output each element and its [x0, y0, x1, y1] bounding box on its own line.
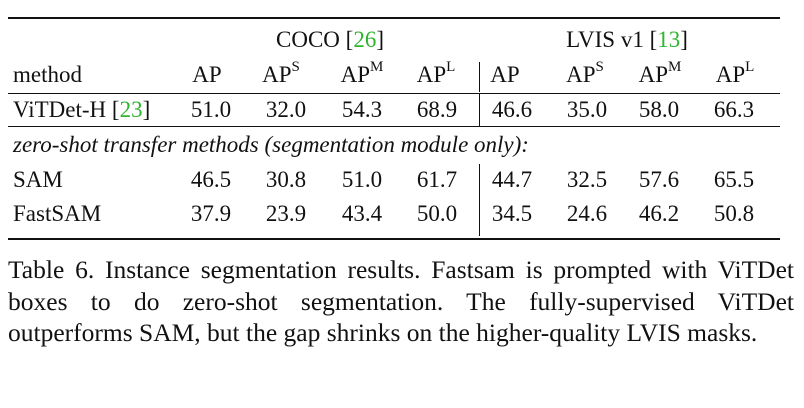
citation-link[interactable]: 13 — [657, 27, 681, 52]
column-header-lvis-apl: APL — [715, 59, 755, 87]
column-header-lvis-aps: APS — [566, 59, 604, 87]
table-cell: 24.6 — [566, 201, 608, 226]
column-header-coco-apm: APM — [340, 59, 384, 87]
group-separator-body — [479, 164, 480, 236]
column-header-lvis-ap: AP — [490, 62, 520, 87]
table-cell: 58.0 — [638, 97, 680, 122]
table-cell: 23.9 — [265, 201, 307, 226]
row-method-sam: SAM — [13, 167, 63, 192]
table-cell: 57.6 — [638, 167, 680, 192]
citation-link[interactable]: 26 — [353, 27, 377, 52]
row-method-fastsam: FastSAM — [13, 201, 102, 226]
table-cell: 32.5 — [566, 167, 608, 192]
table-cell: 34.5 — [491, 201, 533, 226]
table-cell: 37.9 — [190, 201, 232, 226]
column-header-coco-ap: AP — [192, 62, 222, 87]
column-header-coco-aps: APS — [262, 59, 300, 87]
section-label-zero-shot: zero-shot transfer methods (segmentation… — [13, 132, 529, 157]
table-cell: 66.3 — [713, 97, 755, 122]
group-separator-header — [479, 62, 480, 92]
table-cell: 61.7 — [416, 167, 458, 192]
table-header-rule — [8, 93, 780, 94]
table-cell: 30.8 — [265, 167, 307, 192]
table-top-rule — [8, 17, 780, 19]
table-cell: 44.7 — [491, 167, 533, 192]
row-method-vitdet: ViTDet-H [23] — [13, 97, 151, 122]
table-cell: 43.4 — [341, 201, 383, 226]
column-header-lvis-apm: APM — [638, 59, 682, 87]
group-header-coco: COCO [26] — [276, 27, 384, 52]
column-header-method: method — [13, 62, 82, 87]
table-cell: 54.3 — [341, 97, 383, 122]
column-header-coco-apl: APL — [416, 59, 456, 87]
citation-link[interactable]: 23 — [119, 97, 143, 122]
table-cell: 35.0 — [566, 97, 608, 122]
table-cell: 46.5 — [190, 167, 232, 192]
table-cell: 51.0 — [341, 167, 383, 192]
table-cell: 65.5 — [713, 167, 755, 192]
table-cell: 51.0 — [190, 97, 232, 122]
table-cell: 46.2 — [638, 201, 680, 226]
table-cell: 50.8 — [713, 201, 755, 226]
table-cell: 46.6 — [491, 97, 533, 122]
group-header-lvis: LVIS v1 [13] — [566, 27, 688, 52]
table-section-rule — [8, 126, 780, 127]
group-separator-row1 — [479, 94, 480, 126]
table-cell: 68.9 — [416, 97, 458, 122]
table-cell: 32.0 — [265, 97, 307, 122]
table-bottom-rule — [8, 238, 780, 240]
table-caption: Table 6. Instance segmentation results. … — [8, 255, 794, 347]
table-cell: 50.0 — [416, 201, 458, 226]
